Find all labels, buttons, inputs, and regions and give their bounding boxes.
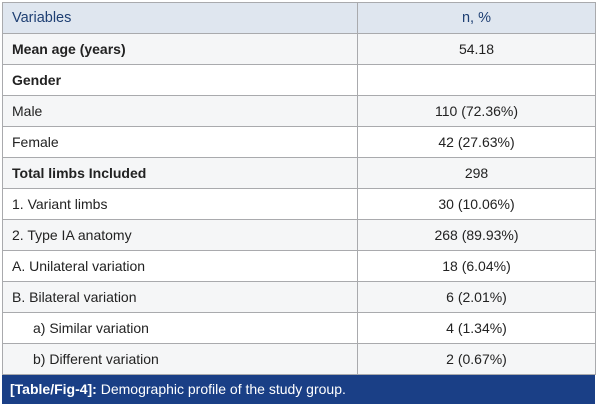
row-value: 2 (0.67%)	[357, 343, 596, 375]
row-value: 268 (89.93%)	[357, 219, 596, 251]
header-variables: Variables	[2, 2, 358, 34]
caption-tag: [Table/Fig-4]:	[10, 381, 97, 397]
table-body: Mean age (years) 54.18 Gender Male 110 (72.3…	[2, 33, 596, 375]
table-header-row: Variables n, %	[2, 2, 596, 34]
row-value: 110 (72.36%)	[357, 95, 596, 127]
table-row: Total limbs Included 298	[2, 157, 596, 189]
caption-text: Demographic profile of the study group.	[96, 381, 346, 397]
demographic-table: Variables n, % Mean age (years) 54.18 Gend…	[2, 2, 596, 375]
row-label: A. Unilateral variation	[2, 250, 358, 282]
row-label: 1. Variant limbs	[2, 188, 358, 220]
row-label: B. Bilateral variation	[2, 281, 358, 313]
row-label: a) Similar variation	[2, 312, 358, 344]
row-value: 54.18	[357, 33, 596, 65]
row-value: 42 (27.63%)	[357, 126, 596, 158]
row-value: 18 (6.04%)	[357, 250, 596, 282]
row-value	[357, 64, 596, 96]
header-n-percent: n, %	[357, 2, 596, 34]
table-row: a) Similar variation 4 (1.34%)	[2, 312, 596, 344]
row-label: Female	[2, 126, 358, 158]
row-label: b) Different variation	[2, 343, 358, 375]
row-label: 2. Type IA anatomy	[2, 219, 358, 251]
table-figure: Variables n, % Mean age (years) 54.18 Gend…	[2, 2, 596, 404]
table-row: Male 110 (72.36%)	[2, 95, 596, 127]
row-label: Gender	[2, 64, 358, 96]
table-row: Gender	[2, 64, 596, 96]
row-label: Total limbs Included	[2, 157, 358, 189]
row-value: 6 (2.01%)	[357, 281, 596, 313]
row-value: 4 (1.34%)	[357, 312, 596, 344]
row-label: Mean age (years)	[2, 33, 358, 65]
table-row: 2. Type IA anatomy 268 (89.93%)	[2, 219, 596, 251]
table-row: 1. Variant limbs 30 (10.06%)	[2, 188, 596, 220]
table-caption: [Table/Fig-4]: Demographic profile of th…	[2, 375, 595, 404]
row-label: Male	[2, 95, 358, 127]
table-row: Mean age (years) 54.18	[2, 33, 596, 65]
row-value: 298	[357, 157, 596, 189]
row-value: 30 (10.06%)	[357, 188, 596, 220]
table-row: A. Unilateral variation 18 (6.04%)	[2, 250, 596, 282]
table-row: Female 42 (27.63%)	[2, 126, 596, 158]
table-row: B. Bilateral variation 6 (2.01%)	[2, 281, 596, 313]
table-row: b) Different variation 2 (0.67%)	[2, 343, 596, 375]
